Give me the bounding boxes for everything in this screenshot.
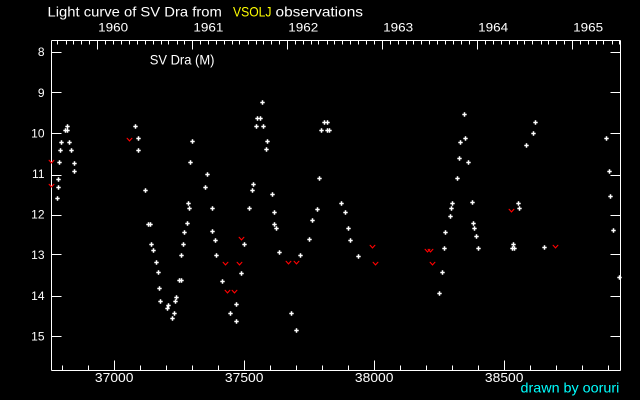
- svg-text:37000: 37000: [95, 371, 134, 385]
- svg-text:38000: 38000: [355, 371, 394, 385]
- svg-text:1964: 1964: [478, 21, 508, 35]
- svg-text:1961: 1961: [193, 21, 223, 35]
- svg-text:1962: 1962: [288, 21, 318, 35]
- svg-text:drawn by ooruri: drawn by ooruri: [521, 380, 620, 396]
- svg-text:38500: 38500: [485, 371, 524, 385]
- svg-text:VSOLJ: VSOLJ: [233, 3, 272, 19]
- svg-text:1965: 1965: [573, 21, 603, 35]
- svg-text:Light curve of SV Dra from: Light curve of SV Dra from: [48, 3, 222, 19]
- svg-text:9: 9: [38, 86, 45, 100]
- svg-text:11: 11: [32, 167, 45, 181]
- svg-text:observations: observations: [276, 3, 364, 19]
- svg-text:13: 13: [31, 248, 45, 262]
- svg-text:1960: 1960: [98, 21, 128, 35]
- svg-text:12: 12: [31, 208, 45, 222]
- svg-text:37500: 37500: [225, 371, 264, 385]
- svg-text:15: 15: [31, 329, 45, 343]
- svg-text:SV Dra (M): SV Dra (M): [150, 51, 215, 67]
- svg-text:14: 14: [31, 289, 45, 303]
- svg-text:8: 8: [38, 45, 45, 59]
- svg-text:10: 10: [31, 126, 45, 140]
- svg-text:1963: 1963: [383, 21, 413, 35]
